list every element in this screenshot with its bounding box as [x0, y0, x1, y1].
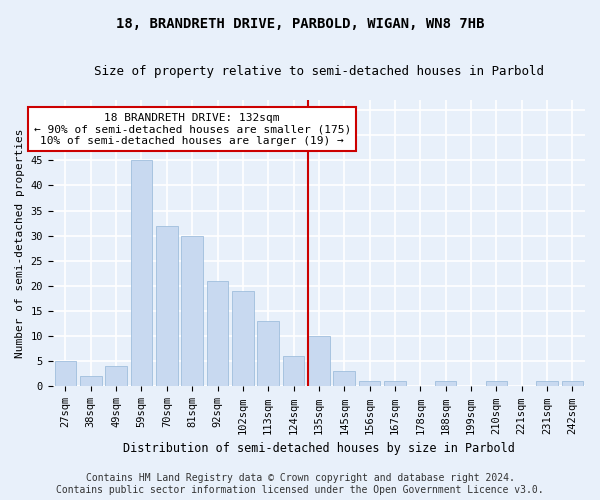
- Bar: [435, 382, 457, 386]
- Bar: [359, 382, 380, 386]
- Bar: [207, 281, 228, 386]
- Y-axis label: Number of semi-detached properties: Number of semi-detached properties: [15, 128, 25, 358]
- Bar: [384, 382, 406, 386]
- Bar: [536, 382, 558, 386]
- Text: 18, BRANDRETH DRIVE, PARBOLD, WIGAN, WN8 7HB: 18, BRANDRETH DRIVE, PARBOLD, WIGAN, WN8…: [116, 18, 484, 32]
- Bar: [562, 382, 583, 386]
- Bar: [485, 382, 507, 386]
- Text: 18 BRANDRETH DRIVE: 132sqm
← 90% of semi-detached houses are smaller (175)
10% o: 18 BRANDRETH DRIVE: 132sqm ← 90% of semi…: [34, 112, 351, 146]
- Text: Contains HM Land Registry data © Crown copyright and database right 2024.
Contai: Contains HM Land Registry data © Crown c…: [56, 474, 544, 495]
- X-axis label: Distribution of semi-detached houses by size in Parbold: Distribution of semi-detached houses by …: [123, 442, 515, 455]
- Bar: [106, 366, 127, 386]
- Bar: [334, 372, 355, 386]
- Bar: [232, 291, 254, 386]
- Bar: [55, 362, 76, 386]
- Bar: [131, 160, 152, 386]
- Title: Size of property relative to semi-detached houses in Parbold: Size of property relative to semi-detach…: [94, 65, 544, 78]
- Bar: [308, 336, 329, 386]
- Bar: [156, 226, 178, 386]
- Bar: [257, 321, 279, 386]
- Bar: [181, 236, 203, 386]
- Bar: [80, 376, 101, 386]
- Bar: [283, 356, 304, 386]
